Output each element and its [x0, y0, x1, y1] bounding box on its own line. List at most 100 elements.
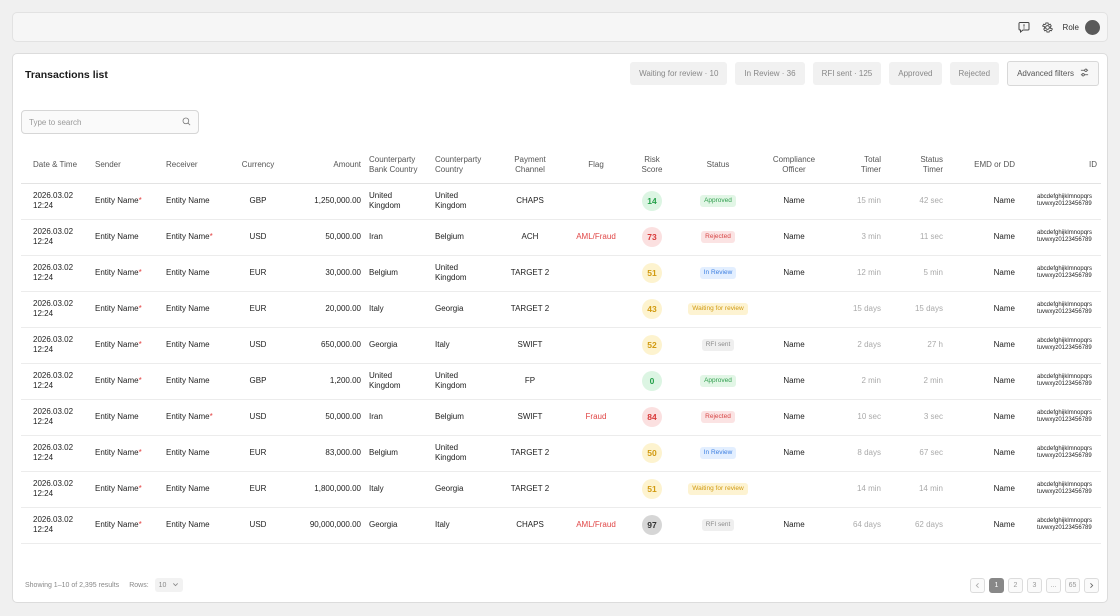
col-amount[interactable]: Amount: [283, 147, 365, 184]
rows-value: 10: [158, 581, 167, 589]
receiver-name: Entity Name: [166, 196, 210, 205]
cell-line: abcdefghijklmnopqrs: [1037, 445, 1093, 452]
cell-line: Iran: [369, 232, 383, 241]
transactions-table: Date & Time Sender Receiver Currency Amo…: [21, 147, 1101, 544]
col-total-timer[interactable]: Total Timer: [823, 147, 885, 184]
col-date[interactable]: Date & Time: [21, 147, 91, 184]
cell-amount: 83,000.00: [283, 435, 365, 472]
table-row[interactable]: 2026.03.02 12:24 Entity Name* Entity Name EU…: [21, 435, 1101, 472]
cell-channel: SWIFT: [501, 327, 559, 364]
page-button-1[interactable]: 1: [989, 578, 1004, 593]
cell-line: tuvwxyz0123456789: [1037, 381, 1092, 387]
table-row[interactable]: 2026.03.02 12:24 Entity Name* Entity Name EU…: [21, 291, 1101, 328]
search-input[interactable]: [29, 117, 182, 127]
cell-flag: [559, 327, 633, 364]
cell-line: tuvwxyz0123456789: [1037, 417, 1092, 423]
cell-flag: AML/Fraud: [559, 507, 633, 544]
filter-rejected[interactable]: Rejected: [949, 62, 1000, 85]
next-page-button[interactable]: [1084, 578, 1099, 593]
advanced-filters-button[interactable]: Advanced filters: [1007, 61, 1099, 86]
table-row[interactable]: 2026.03.02 12:24 Entity Name* Entity Name GB…: [21, 363, 1101, 400]
cell-line: 2026.03.02: [33, 515, 74, 524]
gear-icon[interactable]: [1041, 20, 1055, 34]
search-icon[interactable]: [182, 117, 191, 128]
sender-name: Entity Name: [95, 484, 139, 493]
cell-country: United Kingdom: [431, 255, 501, 292]
cell-id[interactable]: abcdefghijklmnopqrs tuvwxyz0123456789: [1019, 399, 1101, 436]
table-row[interactable]: 2026.03.02 12:24 Entity Name* Entity Name US…: [21, 327, 1101, 364]
cell-line: United: [369, 191, 393, 200]
cell-country: Belgium: [431, 219, 501, 256]
table-row[interactable]: 2026.03.02 12:24 Entity Name* Entity Name US…: [21, 507, 1101, 544]
cell-flag: [559, 183, 633, 220]
cell-id[interactable]: abcdefghijklmnopqrs tuvwxyz0123456789: [1019, 363, 1101, 400]
filter-in-review[interactable]: In Review · 36: [735, 62, 805, 85]
cell-status-timer: 11 sec: [885, 219, 947, 256]
cell-line: abcdefghijklmnopqrs: [1037, 481, 1093, 488]
feedback-icon[interactable]: [1017, 20, 1031, 34]
col-counterparty-country[interactable]: Counterparty Country: [431, 147, 501, 184]
col-receiver[interactable]: Receiver: [162, 147, 233, 184]
cell-id[interactable]: abcdefghijklmnopqrs tuvwxyz0123456789: [1019, 255, 1101, 292]
filter-rfi-sent[interactable]: RFI sent · 125: [812, 62, 882, 85]
col-emd-or-dd[interactable]: EMD or DD: [947, 147, 1019, 184]
prev-page-button[interactable]: [970, 578, 985, 593]
cell-risk: 52: [633, 327, 671, 364]
cell-receiver: Entity Name: [162, 255, 233, 292]
cell-status: Approved: [671, 363, 765, 400]
table-row[interactable]: 2026.03.02 12:24 Entity Name* Entity Name EU…: [21, 255, 1101, 292]
cell-amount: 30,000.00: [283, 255, 365, 292]
cell-id[interactable]: abcdefghijklmnopqrs tuvwxyz0123456789: [1019, 219, 1101, 256]
avatar[interactable]: [1085, 19, 1100, 35]
col-flag[interactable]: Flag: [559, 147, 633, 184]
page-button-65[interactable]: 65: [1065, 578, 1080, 593]
col-id[interactable]: ID: [1019, 147, 1101, 184]
col-sender[interactable]: Sender: [91, 147, 162, 184]
cell-currency: EUR: [233, 435, 283, 472]
role-label[interactable]: Role: [1062, 22, 1079, 32]
col-compliance-officer[interactable]: Compliance Officer: [765, 147, 823, 184]
col-payment-channel[interactable]: Payment Channel: [501, 147, 559, 184]
receiver-name: Entity Name: [166, 412, 210, 421]
cell-line: 12:24: [33, 237, 54, 246]
page-button-2[interactable]: 2: [1008, 578, 1023, 593]
page-button-3[interactable]: 3: [1027, 578, 1042, 593]
cell-id[interactable]: abcdefghijklmnopqrs tuvwxyz0123456789: [1019, 471, 1101, 508]
header-line: Score: [641, 164, 663, 174]
cell-risk: 51: [633, 471, 671, 508]
table-row[interactable]: 2026.03.02 12:24 Entity Name Entity Name* US…: [21, 219, 1101, 256]
cell-id[interactable]: abcdefghijklmnopqrs tuvwxyz0123456789: [1019, 327, 1101, 364]
filter-approved[interactable]: Approved: [889, 62, 942, 85]
table-row[interactable]: 2026.03.02 12:24 Entity Name Entity Name* US…: [21, 399, 1101, 436]
cell-id[interactable]: abcdefghijklmnopqrs tuvwxyz0123456789: [1019, 435, 1101, 472]
rows-select[interactable]: 10: [154, 578, 184, 592]
filter-waiting-for-review[interactable]: Waiting for review · 10: [630, 62, 728, 85]
table-row[interactable]: 2026.03.02 12:24 Entity Name* Entity Name EU…: [21, 471, 1101, 508]
cell-total-timer: 2 min: [823, 363, 885, 400]
cell-status: Rejected: [671, 399, 765, 436]
required-mark: *: [138, 376, 142, 385]
cell-id[interactable]: abcdefghijklmnopqrs tuvwxyz0123456789: [1019, 507, 1101, 544]
table-row[interactable]: 2026.03.02 12:24 Entity Name* Entity Name GB…: [21, 183, 1101, 220]
cell-id[interactable]: abcdefghijklmnopqrs tuvwxyz0123456789: [1019, 291, 1101, 328]
sender-name: Entity Name: [95, 340, 139, 349]
cell-status: Waiting for review: [671, 291, 765, 328]
col-status-timer[interactable]: Status Timer: [885, 147, 947, 184]
transactions-card: Transactions list Waiting for review · 1…: [12, 53, 1108, 603]
cell-emd: Name: [947, 435, 1019, 472]
col-status[interactable]: Status: [671, 147, 765, 184]
cell-line: 12:24: [33, 381, 54, 390]
sender-name: Entity Name: [95, 304, 139, 313]
cell-sender: Entity Name*: [91, 471, 162, 508]
col-risk-score[interactable]: Risk Score: [633, 147, 671, 184]
cell-channel: SWIFT: [501, 399, 559, 436]
cell-officer: Name: [765, 327, 823, 364]
col-currency[interactable]: Currency: [233, 147, 283, 184]
cell-risk: 0: [633, 363, 671, 400]
cell-id[interactable]: abcdefghijklmnopqrs tuvwxyz0123456789: [1019, 183, 1101, 220]
cell-currency: USD: [233, 219, 283, 256]
col-counterparty-bank-country[interactable]: Counterparty Bank Country: [365, 147, 431, 184]
cell-line: 2026.03.02: [33, 335, 74, 344]
cell-amount: 90,000,000.00: [283, 507, 365, 544]
header-line: Officer: [782, 164, 806, 174]
